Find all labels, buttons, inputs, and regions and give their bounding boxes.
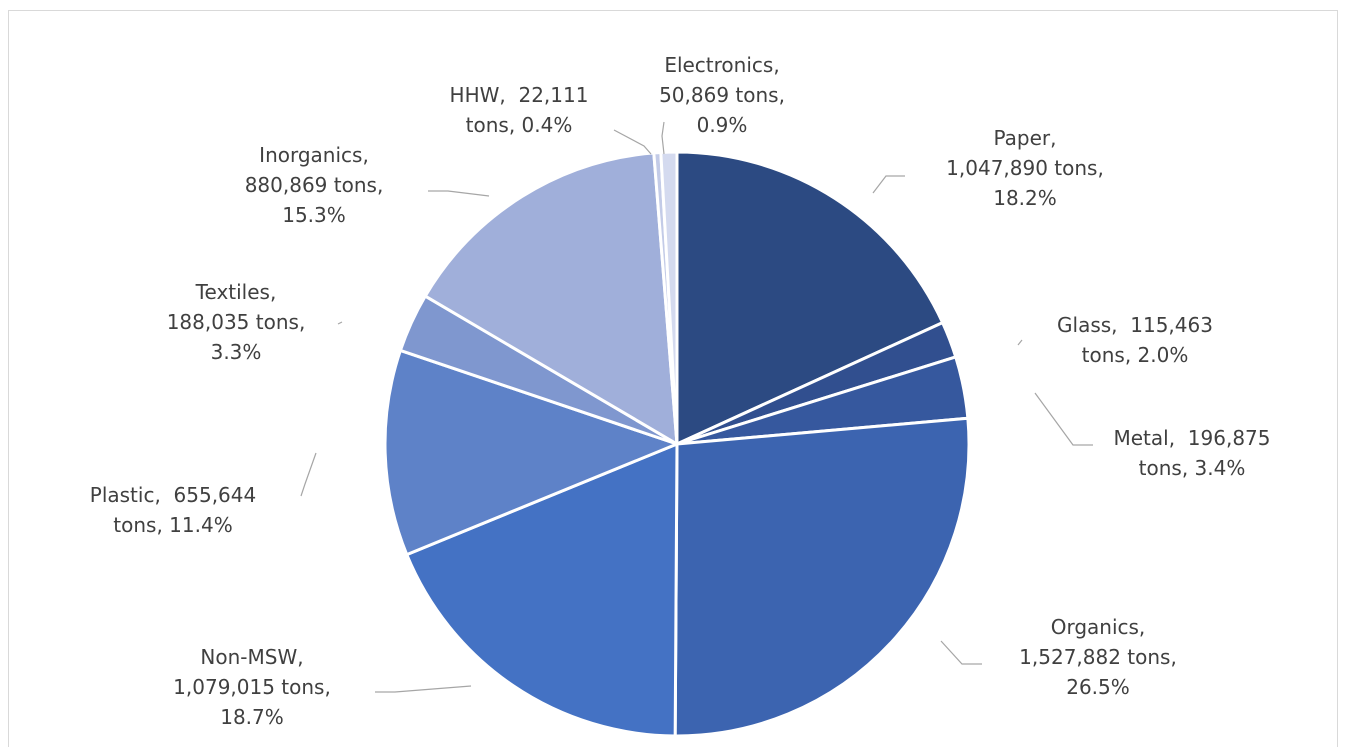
data-label-line: 1,047,890 tons, bbox=[946, 156, 1104, 180]
data-label-line: Metal, 196,875 bbox=[1114, 426, 1271, 450]
data-label-plastic: Plastic, 655,644 tons, 11.4% bbox=[90, 483, 256, 537]
pie-slices bbox=[383, 150, 971, 738]
data-label-paper: Paper, 1,047,890 tons, 18.2% bbox=[946, 126, 1104, 210]
slice-labels: Paper, 1,047,890 tons, 18.2% Glass, 115,463… bbox=[90, 53, 1271, 729]
data-label-line: tons, 3.4% bbox=[1139, 456, 1246, 480]
pie-slice-electronics bbox=[659, 150, 679, 446]
data-label-line: 26.5% bbox=[1066, 675, 1130, 699]
leader-line-organics bbox=[940, 640, 982, 665]
pie-slice-non-msw bbox=[405, 442, 679, 738]
leader-line-metal bbox=[1034, 392, 1093, 446]
data-label-line: Glass, 115,463 bbox=[1057, 313, 1213, 337]
leader-line-glass bbox=[1017, 339, 1023, 346]
data-label-hhw: HHW, 22,111 tons, 0.4% bbox=[450, 83, 589, 137]
data-label-line: 188,035 tons, bbox=[167, 310, 306, 334]
pie-slice-paper bbox=[675, 150, 945, 446]
data-label-line: Electronics, bbox=[664, 53, 779, 77]
data-label-line: 0.9% bbox=[697, 113, 748, 137]
data-label-line: 18.7% bbox=[220, 705, 284, 729]
leader-line-inorganics bbox=[428, 190, 490, 197]
data-label-line: Organics, bbox=[1051, 615, 1146, 639]
data-label-line: Inorganics, bbox=[259, 143, 369, 167]
data-label-line: 18.2% bbox=[993, 186, 1057, 210]
data-label-organics: Organics, 1,527,882 tons, 26.5% bbox=[1019, 615, 1177, 699]
data-label-line: tons, 11.4% bbox=[113, 513, 232, 537]
data-label-line: HHW, 22,111 bbox=[450, 83, 589, 107]
data-label-line: 50,869 tons, bbox=[659, 83, 785, 107]
data-label-textiles: Textiles, 188,035 tons, 3.3% bbox=[167, 280, 306, 364]
pie-slice-organics bbox=[673, 416, 971, 738]
data-label-line: tons, 2.0% bbox=[1082, 343, 1189, 367]
data-label-line: 1,079,015 tons, bbox=[173, 675, 331, 699]
data-label-line: 880,869 tons, bbox=[245, 173, 384, 197]
data-label-line: 3.3% bbox=[211, 340, 262, 364]
leader-line-non-msw bbox=[375, 685, 472, 693]
data-label-line: Non-MSW, bbox=[200, 645, 303, 669]
data-label-line: 1,527,882 tons, bbox=[1019, 645, 1177, 669]
leader-line-plastic bbox=[300, 452, 317, 497]
pie-slice-plastic bbox=[383, 348, 679, 557]
data-label-glass: Glass, 115,463 tons, 2.0% bbox=[1057, 313, 1213, 367]
data-label-electronics: Electronics, 50,869 tons, 0.9% bbox=[659, 53, 785, 137]
data-label-non-msw: Non-MSW, 1,079,015 tons, 18.7% bbox=[173, 645, 331, 729]
leader-line-textiles bbox=[337, 321, 343, 325]
data-label-line: tons, 0.4% bbox=[466, 113, 573, 137]
leader-lines bbox=[300, 121, 1093, 693]
leader-line-paper bbox=[872, 175, 905, 194]
leader-line-electronics bbox=[661, 121, 665, 155]
data-label-line: Plastic, 655,644 bbox=[90, 483, 256, 507]
data-label-line: 15.3% bbox=[282, 203, 346, 227]
data-label-line: Paper, bbox=[994, 126, 1057, 150]
data-label-line: Textiles, bbox=[195, 280, 277, 304]
leader-line-hhw bbox=[613, 129, 652, 155]
pie-slice-inorganics bbox=[423, 151, 679, 446]
data-label-inorganics: Inorganics, 880,869 tons, 15.3% bbox=[245, 143, 384, 227]
data-label-metal: Metal, 196,875 tons, 3.4% bbox=[1114, 426, 1271, 480]
chart-frame bbox=[8, 10, 1338, 747]
